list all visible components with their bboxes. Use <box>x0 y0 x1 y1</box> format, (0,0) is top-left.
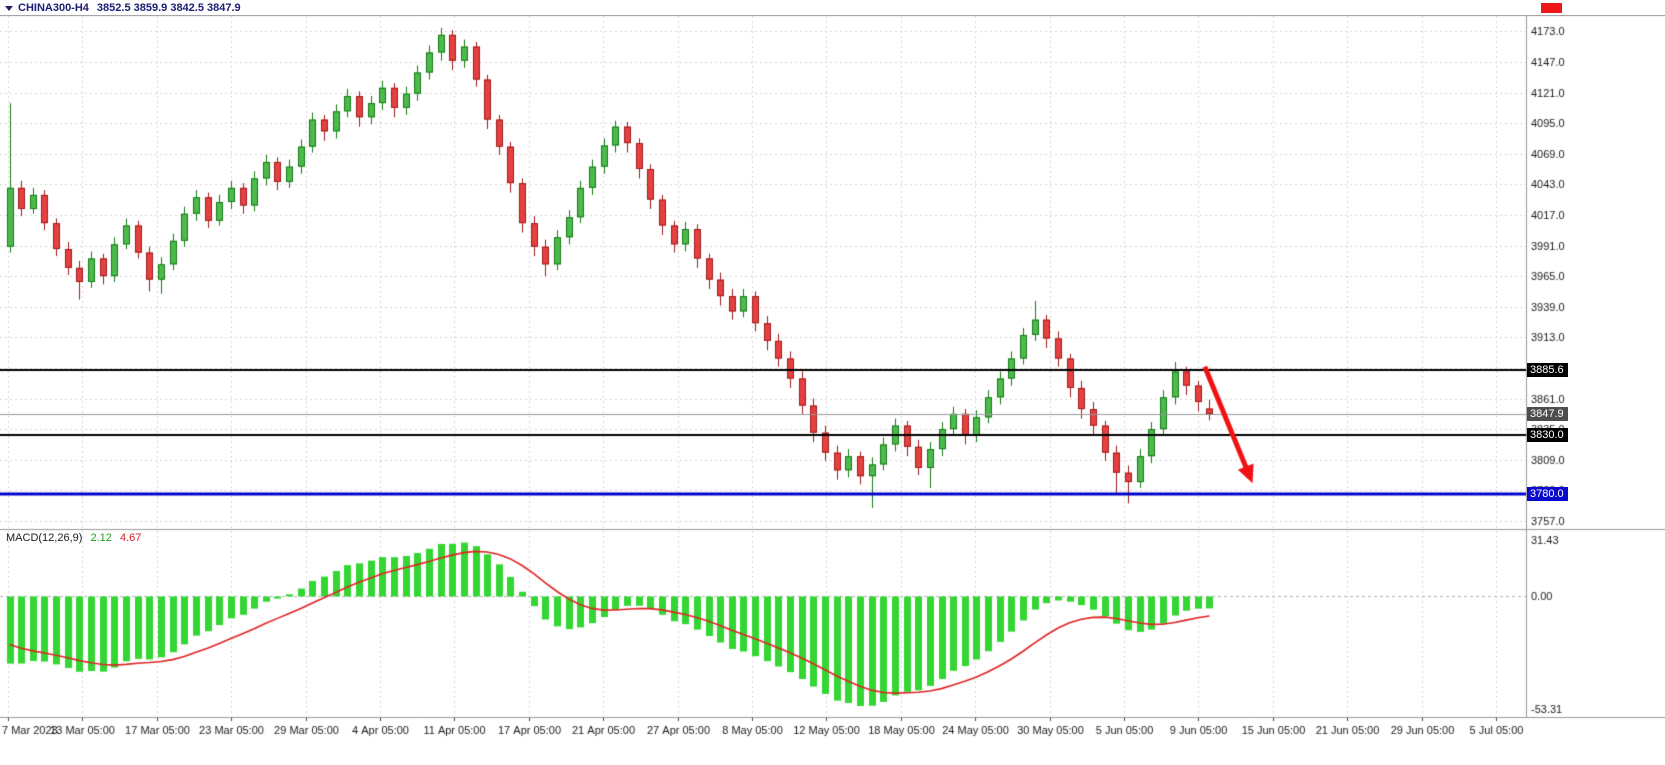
market-status-indicator <box>1541 3 1562 13</box>
symbol-period-label: CHINA300-H4 <box>18 1 89 14</box>
symbol-marker-icon[interactable] <box>5 5 13 11</box>
macd-signal-value: 4.67 <box>119 532 142 544</box>
price-badge: 3885.6 <box>1527 363 1568 377</box>
macd-indicator-label: MACD(12,26,9) 2.12 4.67 <box>6 532 141 544</box>
macd-name: MACD(12,26,9) <box>6 532 83 544</box>
price-badge: 3780.0 <box>1527 487 1568 501</box>
ohlc-values: 3852.5 3859.9 3842.5 3847.9 <box>96 1 241 14</box>
price-badge: 3830.0 <box>1527 428 1568 442</box>
macd-main-value: 2.12 <box>90 532 112 544</box>
chart-header: CHINA300-H4 3852.5 3859.9 3842.5 3847.9 <box>0 0 1665 15</box>
price-badge: 3847.9 <box>1527 407 1568 421</box>
